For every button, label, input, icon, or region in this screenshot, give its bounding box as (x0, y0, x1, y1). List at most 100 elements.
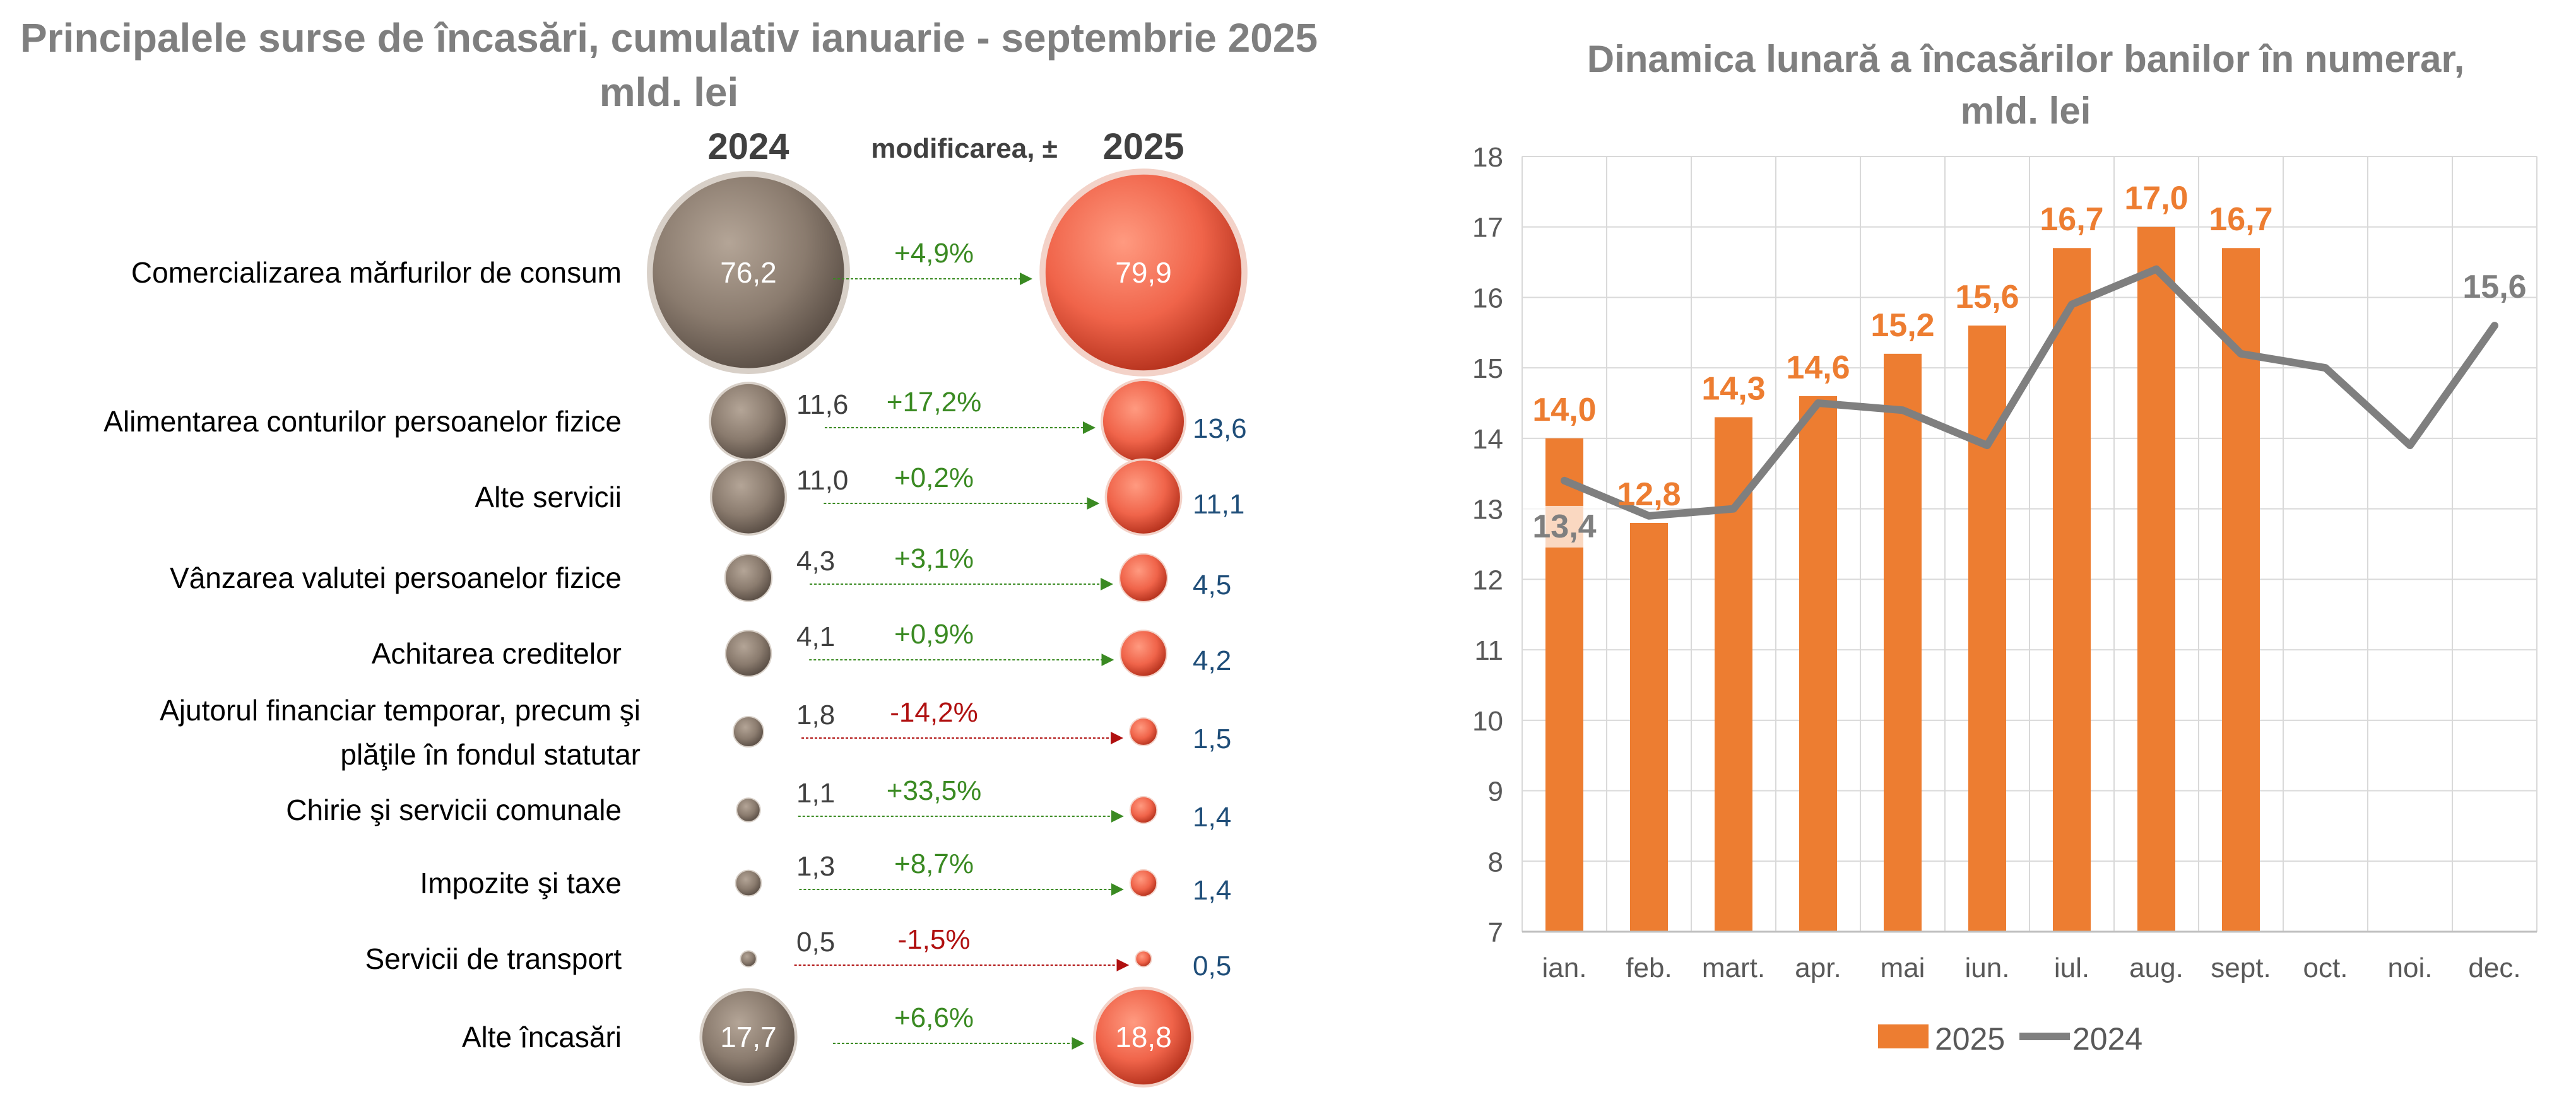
header-2024: 2024 (707, 126, 789, 167)
bar-label: 12,8 (1617, 476, 1681, 513)
bubble-chart: Principalele surse de încasări, cumulati… (20, 15, 1318, 1088)
bubble-row: Alte servicii +0,2% 11,0 11,1 (475, 458, 1244, 536)
value-2025: 1,4 (1193, 802, 1231, 833)
bar-2025 (1799, 396, 1837, 932)
change-value: +3,1% (894, 543, 974, 574)
bubble-2024 (735, 869, 762, 897)
value-2024: 1,1 (796, 778, 835, 809)
bubble-rows: Comercializarea mărfurilor de consum +4,9… (103, 168, 1248, 1088)
value-2025: 1,5 (1193, 724, 1231, 754)
bubble-2024 (724, 630, 772, 677)
legend-swatch-2025 (1878, 1024, 1929, 1048)
value-2025: 4,2 (1193, 645, 1231, 676)
y-tick-label: 18 (1472, 142, 1503, 173)
row-label: Alimentarea conturilor persoanelor fizic… (103, 405, 622, 438)
legend-label-2025: 2025 (1935, 1021, 2005, 1057)
x-tick-label: apr. (1795, 953, 1841, 983)
change-value: +6,6% (894, 1002, 974, 1033)
row-label: Chirie şi servicii comunale (286, 794, 622, 826)
bar-2025 (1884, 353, 1922, 932)
value-2025: 0,5 (1193, 951, 1231, 982)
header-2025: 2025 (1102, 126, 1184, 167)
bar-label: 14,6 (1786, 349, 1850, 386)
monthly-chart: Dinamica lunară a încasărilor banilor în… (1472, 38, 2538, 1057)
header-change: modificarea, ± (871, 133, 1058, 164)
value-2024: 76,2 (720, 256, 777, 289)
value-2024: 4,3 (796, 546, 835, 577)
bubble-row: Comercializarea mărfurilor de consum +4,9… (131, 168, 1248, 377)
y-tick-label: 15 (1472, 353, 1503, 384)
x-tick-label: sept. (2211, 953, 2271, 983)
value-2025: 79,9 (1115, 256, 1172, 289)
bubble-2024 (699, 988, 798, 1086)
bubble-2024 (724, 553, 773, 602)
bar-2025 (1630, 522, 1668, 932)
bubble-2024 (736, 797, 761, 823)
bubble-row: Vânzarea valutei persoanelor fizice +3,1%… (170, 543, 1231, 603)
bubble-title-line2: mld. lei (600, 69, 739, 115)
value-2024: 17,7 (720, 1021, 777, 1053)
y-tick-label: 14 (1472, 424, 1503, 455)
row-label: Impozite şi taxe (420, 867, 622, 900)
chart-legend: 2025 2024 (1878, 1021, 2142, 1057)
value-2024: 11,0 (796, 465, 848, 496)
value-2025: 1,4 (1193, 875, 1231, 906)
row-label: Alte servicii (475, 481, 622, 513)
bubble-title-line1: Principalele surse de încasări, cumulati… (20, 15, 1318, 61)
bar-2025 (2137, 226, 2175, 932)
value-2024: 1,8 (796, 700, 835, 730)
bubble-2025 (1093, 987, 1194, 1088)
bubble-2024 (709, 382, 788, 461)
line-2024 (1561, 265, 2498, 520)
y-tick-label: 7 (1488, 917, 1503, 948)
x-tick-label: noi. (2388, 953, 2433, 983)
x-tick-label: mart. (1702, 953, 1765, 983)
y-tick-label: 8 (1488, 847, 1503, 877)
y-tick-label: 11 (1474, 635, 1503, 666)
bar-2025 (2053, 248, 2091, 932)
change-value: +0,2% (894, 462, 974, 493)
y-tick-label: 16 (1472, 283, 1503, 314)
change-value: -1,5% (898, 924, 971, 955)
legend-label-2024: 2024 (2072, 1021, 2142, 1057)
line-series-2024 (1561, 265, 2498, 520)
x-tick-label: dec. (2468, 953, 2520, 983)
y-tick-label: 12 (1472, 565, 1503, 595)
x-tick-label: mai (1881, 953, 1925, 983)
row-label: Vânzarea valutei persoanelor fizice (170, 561, 622, 594)
line-label-first: 13,4 (1532, 508, 1596, 545)
bar-label: 14,3 (1701, 370, 1765, 407)
chart-title-line2: mld. lei (1961, 90, 2091, 132)
bubble-2024 (732, 715, 765, 748)
change-value: -14,2% (890, 697, 978, 728)
bar-label: 15,2 (1870, 307, 1934, 344)
y-tick-label: 9 (1488, 777, 1503, 807)
x-tick-label: aug. (2129, 953, 2183, 983)
value-2025: 4,5 (1193, 570, 1231, 601)
bubble-2024 (709, 458, 788, 536)
x-tick-label: oct. (2303, 953, 2348, 983)
bubble-2025 (1039, 168, 1248, 377)
line-label-last: 15,6 (2462, 269, 2526, 305)
change-value: +8,7% (894, 848, 974, 879)
bubble-row: Alimentarea conturilor persoanelor fizic… (103, 378, 1247, 464)
bar-series-2025 (1545, 226, 2260, 932)
x-tick-label: feb. (1626, 953, 1672, 983)
chart-title-line1: Dinamica lunară a încasărilor banilor în… (1587, 38, 2465, 80)
x-tick-label: iun. (1965, 953, 2010, 983)
row-label-line2: plăţile în fondul statutar (340, 738, 641, 771)
bubble-2025 (1101, 378, 1186, 464)
line-label-bg (1523, 505, 1606, 548)
y-tick-label: 10 (1472, 706, 1503, 737)
bubble-2024 (647, 171, 850, 374)
value-2024: 0,5 (796, 927, 835, 958)
change-value: +4,9% (894, 238, 974, 269)
bar-2025 (2222, 248, 2260, 932)
bar-label: 16,7 (2040, 201, 2103, 238)
bubble-row: Achitarea creditelor +0,9% 4,1 4,2 (372, 619, 1231, 677)
x-tick-label: iul. (2054, 953, 2089, 983)
chart-axes: 7 8 9 10 11 12 13 14 15 16 17 18 ian. feb. mart. apr. ma… (1472, 142, 2537, 983)
bubble-2025 (1129, 795, 1158, 824)
value-2024: 11,6 (796, 389, 848, 420)
row-label: Servicii de transport (365, 942, 622, 975)
